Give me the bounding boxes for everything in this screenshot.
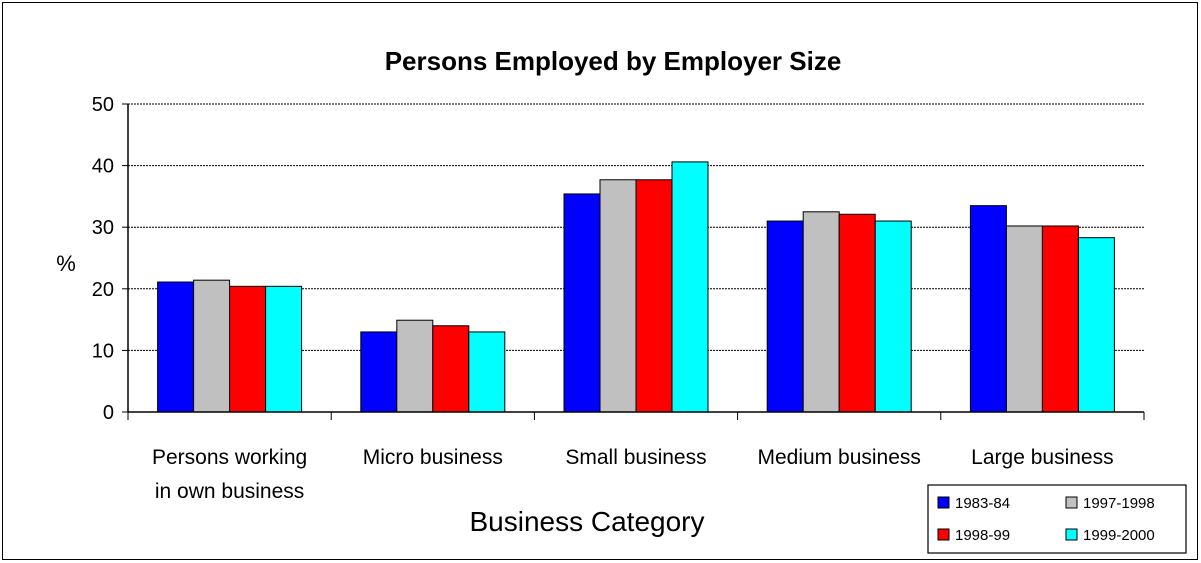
- bar: [396, 319, 434, 413]
- bar: [671, 161, 709, 413]
- axes: 0 10 20 30 40 50 Persons working in own busines…: [92, 94, 1145, 503]
- bar: [1077, 237, 1115, 413]
- y-tick-label: 40: [92, 156, 114, 178]
- bar: [563, 193, 601, 413]
- bar: [874, 220, 912, 413]
- x-tick-label: Large business: [971, 446, 1113, 469]
- y-axis-label: %: [56, 251, 76, 276]
- legend-swatch: [937, 528, 950, 541]
- legend-label: 1997-1998: [1083, 495, 1155, 512]
- x-axis-label: Business Category: [469, 506, 704, 537]
- chart-title: Persons Employed by Employer Size: [385, 46, 842, 76]
- x-tick-label: Micro business: [363, 446, 503, 469]
- legend-label: 1998-99: [955, 527, 1010, 544]
- x-tick-label: Medium business: [757, 446, 920, 469]
- y-tick-label: 30: [92, 217, 114, 239]
- bar: [802, 211, 840, 413]
- bar: [432, 325, 470, 413]
- bar: [157, 281, 195, 413]
- bar: [838, 213, 876, 413]
- bar: [599, 179, 637, 413]
- bar: [766, 220, 804, 413]
- bar: [193, 279, 231, 413]
- legend-label: 1999-2000: [1083, 527, 1155, 544]
- bar: [635, 179, 673, 413]
- y-tick-label: 20: [92, 279, 114, 301]
- legend-label: 1983-84: [955, 495, 1010, 512]
- legend-swatch: [937, 496, 950, 509]
- x-tick-label: Small business: [565, 446, 706, 469]
- x-tick-label: Persons working: [152, 446, 307, 469]
- legend-swatch: [1065, 496, 1078, 509]
- bar: [229, 285, 267, 413]
- bar: [969, 205, 1007, 413]
- bar: [1005, 225, 1043, 413]
- bar: [360, 331, 398, 413]
- bar: [1041, 225, 1079, 413]
- bar: [265, 285, 303, 413]
- legend: 1983-84 1997-1998 1998-99 1999-2000: [927, 484, 1187, 554]
- y-tick-label: 10: [92, 340, 114, 362]
- x-tick-label: in own business: [155, 480, 304, 503]
- y-tick-label: 50: [92, 94, 114, 116]
- bar: [468, 331, 506, 413]
- bars-group: [157, 161, 1115, 413]
- legend-box: [927, 484, 1187, 554]
- legend-swatch: [1065, 528, 1078, 541]
- y-tick-label: 0: [103, 402, 114, 424]
